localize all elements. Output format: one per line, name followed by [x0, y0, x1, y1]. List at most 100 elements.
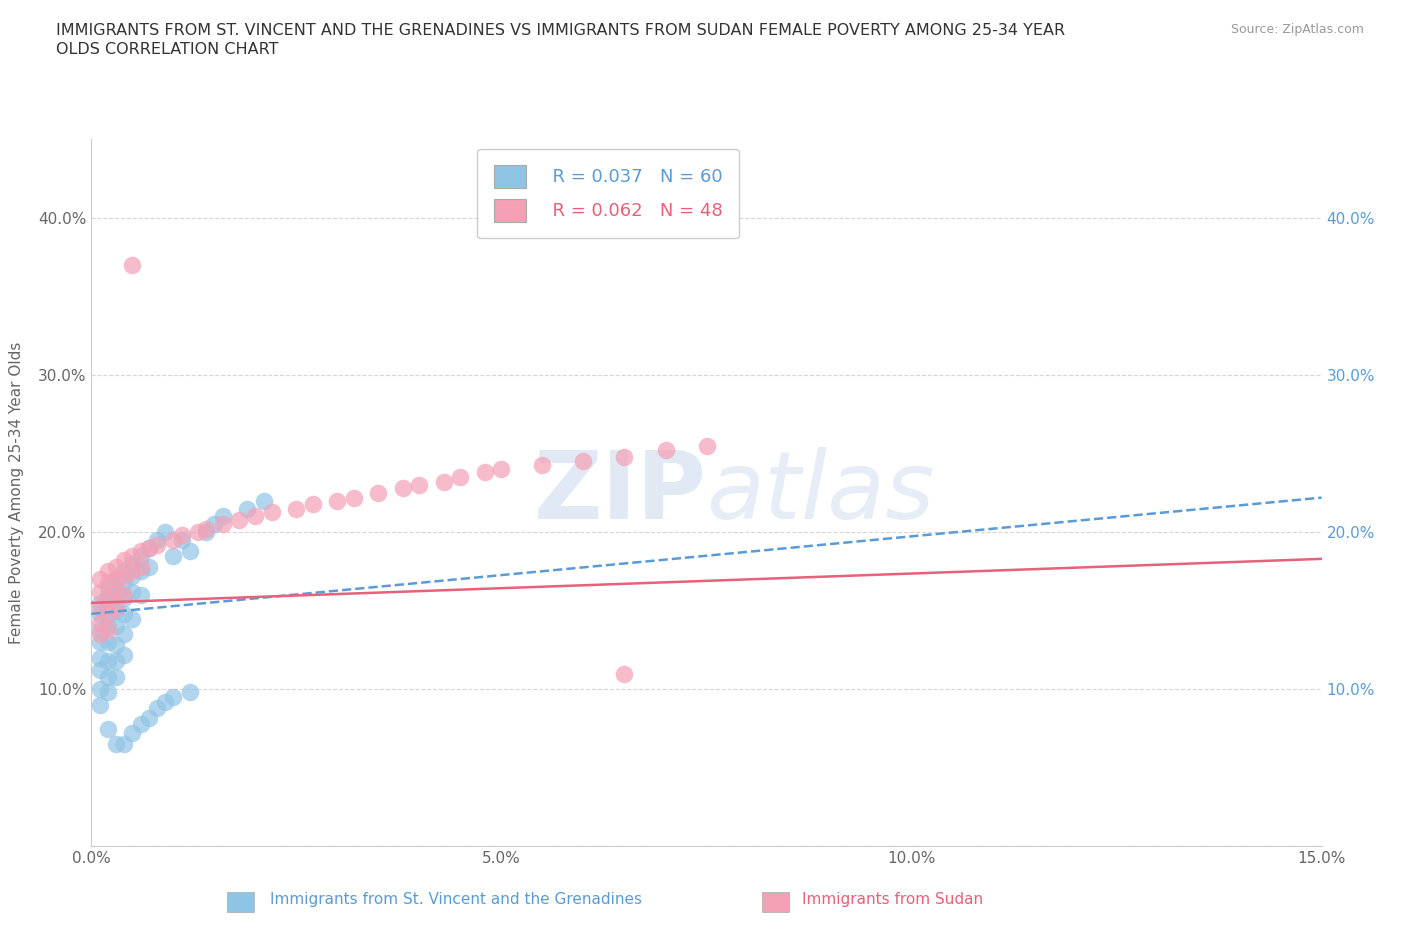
Point: [89, 627, 111, 642]
Point: [105, 619, 127, 634]
Point: [121, 564, 143, 578]
Point: [129, 564, 152, 578]
Point: [129, 716, 152, 731]
Point: [121, 584, 143, 599]
Point: [105, 600, 127, 615]
Point: [89, 572, 111, 587]
Point: [474, 465, 496, 480]
Point: [89, 595, 111, 610]
Point: [654, 443, 676, 458]
Point: [121, 611, 143, 626]
Point: [170, 533, 193, 548]
Text: atlas: atlas: [706, 447, 935, 538]
Point: [129, 543, 152, 558]
Point: [146, 533, 169, 548]
Point: [89, 650, 111, 665]
Text: Immigrants from St. Vincent and the Grenadines: Immigrants from St. Vincent and the Gren…: [270, 892, 641, 907]
Point: [121, 549, 143, 564]
Point: [89, 584, 111, 599]
Point: [97, 622, 120, 637]
Point: [129, 549, 152, 564]
Point: [138, 559, 160, 574]
Point: [112, 564, 135, 578]
Point: [112, 569, 135, 584]
Point: [112, 627, 135, 642]
Point: [301, 497, 323, 512]
Y-axis label: Female Poverty Among 25-34 Year Olds: Female Poverty Among 25-34 Year Olds: [10, 341, 24, 644]
Point: [179, 684, 201, 699]
Point: [112, 606, 135, 621]
FancyBboxPatch shape: [762, 892, 789, 912]
Point: [146, 700, 169, 715]
Point: [97, 591, 120, 605]
Point: [129, 559, 152, 574]
Point: [153, 695, 177, 710]
Point: [433, 474, 456, 489]
Point: [97, 595, 120, 610]
Point: [138, 711, 160, 725]
Point: [105, 579, 127, 594]
Point: [613, 449, 636, 464]
Point: [260, 504, 283, 519]
Point: [97, 606, 120, 621]
Point: [211, 509, 233, 524]
Text: IMMIGRANTS FROM ST. VINCENT AND THE GRENADINES VS IMMIGRANTS FROM SUDAN FEMALE P: IMMIGRANTS FROM ST. VINCENT AND THE GREN…: [56, 23, 1066, 38]
Point: [97, 564, 120, 578]
Point: [367, 485, 389, 500]
Point: [112, 575, 135, 590]
Point: [162, 549, 184, 564]
Point: [105, 654, 127, 669]
Point: [97, 575, 120, 590]
Point: [121, 725, 143, 740]
Point: [112, 553, 135, 568]
Point: [89, 698, 111, 712]
Point: [326, 493, 349, 508]
Point: [170, 528, 193, 543]
Point: [112, 737, 135, 751]
Point: [105, 572, 127, 587]
Point: [97, 684, 120, 699]
Point: [121, 556, 143, 571]
Point: [89, 606, 111, 621]
Point: [89, 600, 111, 615]
Point: [138, 540, 160, 555]
Point: [253, 493, 276, 508]
Point: [146, 538, 169, 552]
Point: [531, 458, 554, 472]
FancyBboxPatch shape: [226, 892, 253, 912]
Point: [105, 584, 127, 599]
Text: ZIP: ZIP: [534, 447, 706, 538]
Point: [392, 481, 415, 496]
Point: [97, 634, 120, 649]
Point: [89, 663, 111, 678]
Point: [89, 622, 111, 637]
Point: [285, 501, 308, 516]
Point: [97, 670, 120, 684]
Point: [613, 666, 636, 681]
Point: [112, 588, 135, 603]
Point: [105, 559, 127, 574]
Legend:   R = 0.037   N = 60,   R = 0.062   N = 48: R = 0.037 N = 60, R = 0.062 N = 48: [478, 149, 738, 238]
Point: [97, 588, 120, 603]
Point: [202, 517, 225, 532]
Point: [211, 517, 233, 532]
Point: [408, 478, 430, 493]
Point: [491, 462, 513, 477]
Point: [112, 647, 135, 662]
Point: [572, 454, 595, 469]
Point: [179, 543, 201, 558]
Point: [105, 737, 127, 751]
Point: [105, 591, 127, 605]
Text: Immigrants from Sudan: Immigrants from Sudan: [803, 892, 984, 907]
Point: [228, 512, 250, 527]
Point: [245, 509, 267, 524]
Point: [449, 470, 471, 485]
Point: [97, 579, 120, 594]
Point: [695, 438, 717, 453]
Point: [153, 525, 177, 539]
Point: [97, 619, 120, 634]
Point: [112, 591, 135, 605]
Point: [97, 606, 120, 621]
Point: [105, 604, 127, 618]
Text: Source: ZipAtlas.com: Source: ZipAtlas.com: [1230, 23, 1364, 36]
